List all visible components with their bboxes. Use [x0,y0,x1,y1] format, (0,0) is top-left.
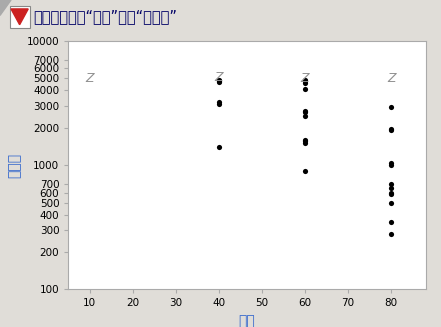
Point [302,86,309,92]
Point [302,80,309,85]
Text: Z: Z [387,72,396,85]
Text: Z: Z [215,71,223,84]
Text: Z: Z [86,72,94,85]
Point [388,190,395,195]
Point [388,182,395,187]
FancyBboxPatch shape [10,6,30,28]
Point [388,128,395,133]
Point [302,168,309,173]
Point [216,100,223,105]
Point [388,163,395,168]
Point [388,219,395,224]
Point [302,77,309,82]
Point [216,78,223,84]
Point [388,127,395,132]
Text: Z: Z [301,72,310,85]
Point [216,144,223,149]
Point [388,191,395,196]
Point [216,101,223,107]
Point [302,139,309,144]
Point [216,79,223,84]
Point [302,108,309,113]
Y-axis label: 小时数: 小时数 [7,153,21,178]
Point [302,78,309,84]
Polygon shape [11,9,28,25]
Point [388,200,395,205]
Point [302,113,309,118]
Point [302,141,309,146]
Polygon shape [0,0,11,15]
Point [302,137,309,142]
Point [388,104,395,109]
Point [302,109,309,114]
Point [216,78,223,83]
Point [388,160,395,165]
X-axis label: 温度: 温度 [239,314,255,327]
Point [388,186,395,191]
Text: 二元拟合，以“温度”拟合“小时数”: 二元拟合，以“温度”拟合“小时数” [34,9,178,24]
Point [388,231,395,236]
